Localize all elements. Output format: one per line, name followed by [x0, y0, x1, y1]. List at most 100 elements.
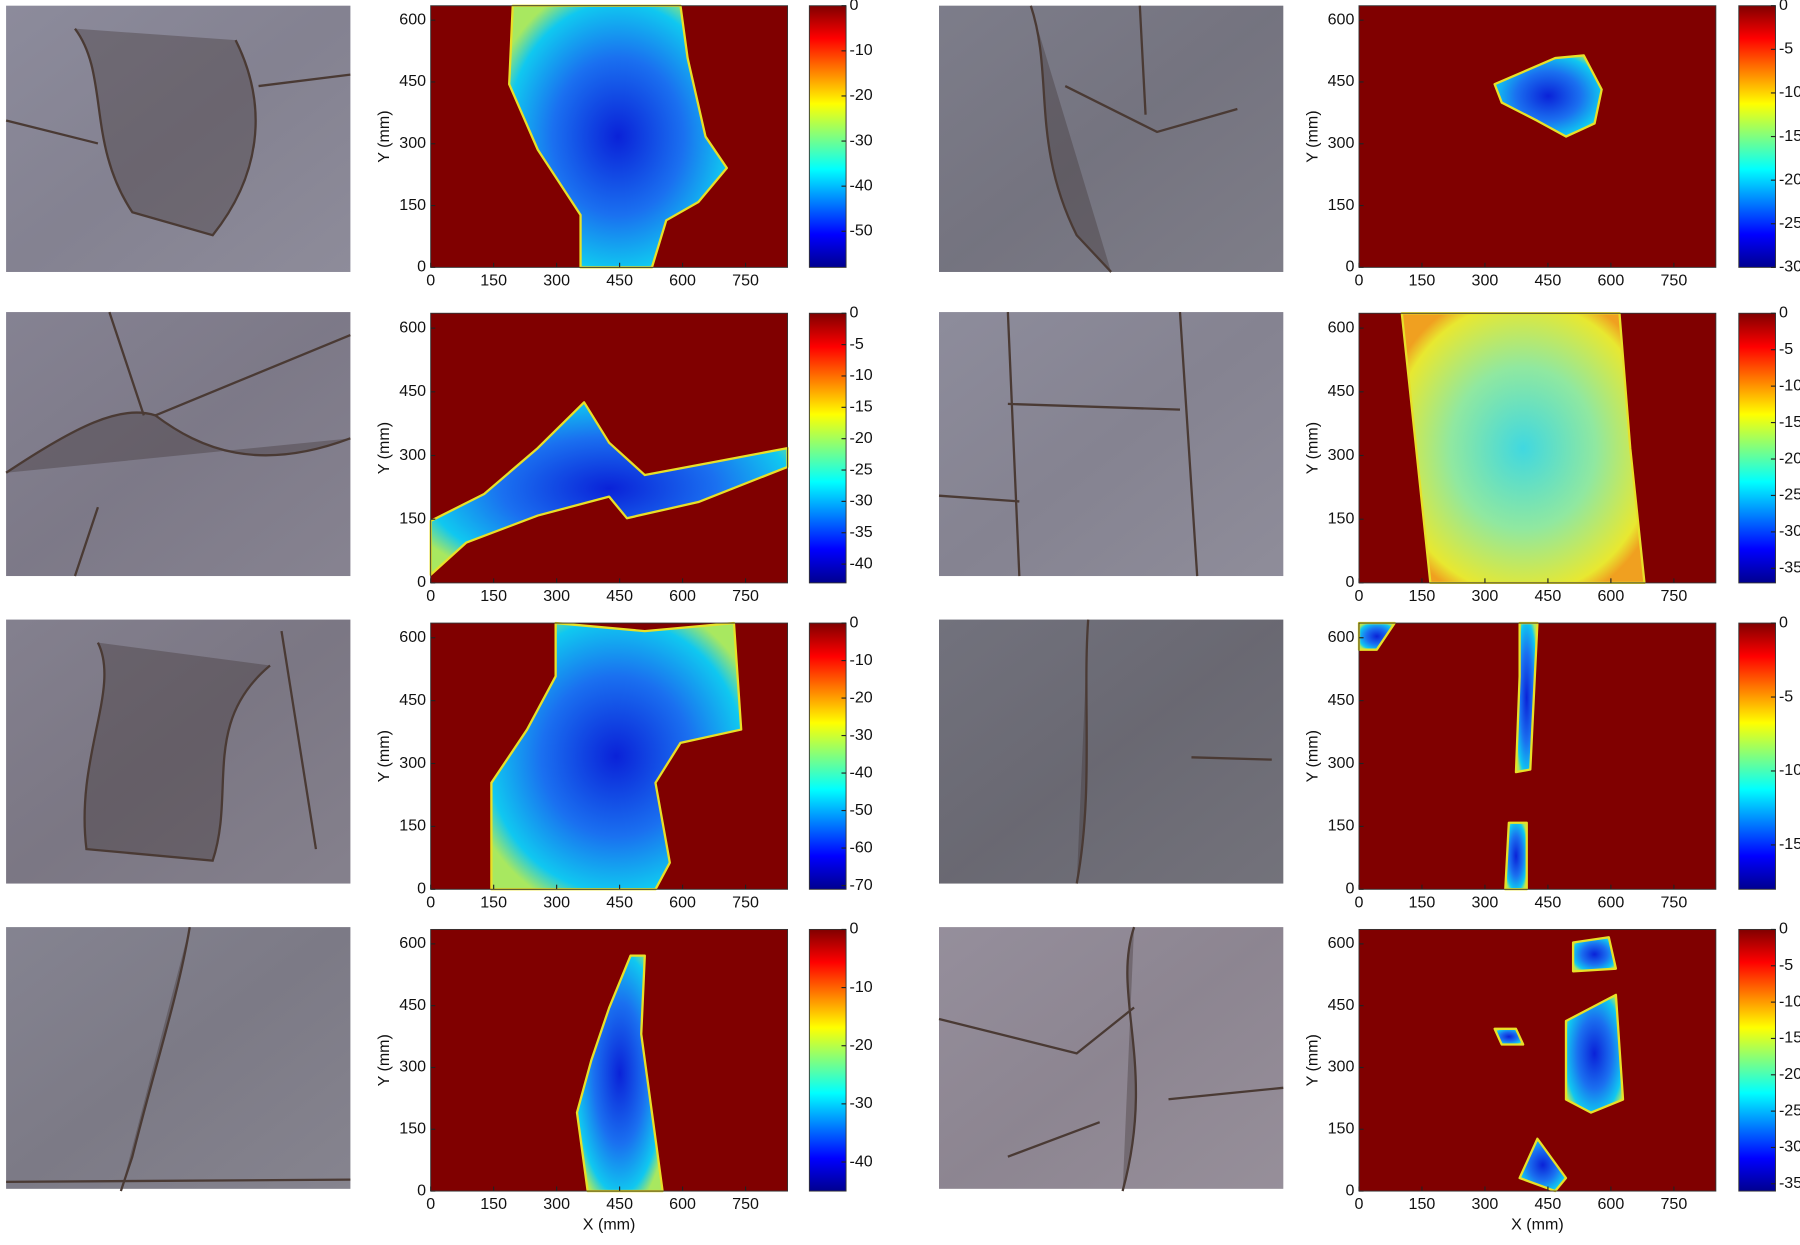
y-tick-label: 300 — [1328, 446, 1355, 464]
x-axis-label: X (mm) — [583, 1216, 636, 1234]
colorbar-tick-label: -30 — [1779, 258, 1800, 276]
x-tick-label: 750 — [1660, 1195, 1687, 1213]
y-tick-label: 600 — [1328, 628, 1355, 646]
colorbar-tick-label: -10 — [1779, 992, 1800, 1010]
y-tick-label: 0 — [1345, 1181, 1354, 1199]
colorbar-tick-label: -70 — [850, 876, 873, 894]
x-tick-label: 0 — [1355, 271, 1364, 289]
photo-texture — [939, 927, 1284, 1189]
crack — [1075, 619, 1090, 884]
x-tick-label: 0 — [426, 893, 435, 911]
axes-frame — [430, 928, 789, 1192]
colorbar-tick-label: -30 — [1779, 1138, 1800, 1156]
photo-texture — [939, 5, 1284, 272]
crack — [74, 27, 257, 237]
x-tick-label: 600 — [1597, 271, 1624, 289]
axes-frame — [1358, 5, 1717, 268]
y-axis-label: Y (mm) — [1303, 422, 1321, 474]
y-tick-label: 600 — [399, 934, 426, 952]
x-tick-label: 600 — [669, 587, 696, 605]
colorbar-tick-label: -15 — [1779, 413, 1800, 431]
y-tick-label: 450 — [399, 382, 426, 400]
y-tick-label: 300 — [399, 446, 426, 464]
photo-texture — [6, 619, 351, 884]
y-tick-label: 0 — [1345, 880, 1354, 898]
colorbar-tick-label: -50 — [850, 222, 873, 240]
colorbar-tick-label: 0 — [1779, 920, 1788, 938]
y-axis-label: Y (mm) — [375, 1034, 393, 1086]
x-tick-label: 600 — [669, 271, 696, 289]
x-axis-label: X (mm) — [1511, 1216, 1564, 1234]
colorbar-tick-label: -25 — [850, 460, 873, 478]
panel: 0 150 300 450 600 750 0 150 300 450 600 Y (mm) 0 -5 -1… — [5, 304, 873, 605]
y-tick-label: 0 — [417, 573, 426, 591]
colorbar-tick-label: -25 — [1779, 486, 1800, 504]
x-tick-label: 150 — [480, 1195, 507, 1213]
colorbar-tick-label: 0 — [1779, 0, 1788, 14]
x-tick-label: 450 — [1535, 587, 1562, 605]
depth-region — [508, 4, 728, 269]
y-tick-label: 150 — [399, 509, 426, 527]
y-tick-label: 450 — [399, 996, 426, 1014]
colorbar-tick-label: -10 — [1779, 761, 1800, 779]
colorbar-tick-label: -15 — [1779, 127, 1800, 145]
x-tick-label: 600 — [669, 893, 696, 911]
panel: 0 150 300 450 600 750 0 150 300 450 600 Y (mm) 0 -5 -1… — [938, 304, 1800, 605]
y-axis-label: Y (mm) — [375, 110, 393, 162]
crack — [1029, 5, 1112, 273]
colorbar-tick-label: -20 — [1779, 1065, 1800, 1083]
colorbar-tick-label: -5 — [1779, 956, 1793, 974]
x-tick-label: 750 — [1660, 893, 1687, 911]
photo-texture — [6, 312, 351, 577]
x-tick-label: 150 — [1409, 893, 1436, 911]
panel: 0 150 300 450 600 750 0 150 300 450 600 Y (mm) 0 -10 -… — [6, 613, 873, 911]
panel: 0 150 300 450 600 750 0 150 300 450 600 Y (mm) 0 -5 -1… — [939, 0, 1800, 289]
crack — [5, 73, 351, 145]
x-tick-label: 450 — [606, 587, 633, 605]
y-tick-label: 450 — [1328, 72, 1355, 90]
colorbar-tick-label: -20 — [1779, 170, 1800, 188]
colorbar-tick-label: -30 — [850, 131, 873, 149]
x-tick-label: 450 — [606, 271, 633, 289]
x-tick-label: 750 — [1660, 271, 1687, 289]
y-tick-label: 300 — [1328, 754, 1355, 772]
x-tick-label: 0 — [426, 271, 435, 289]
y-tick-label: 150 — [1328, 817, 1355, 835]
colorbar — [808, 312, 847, 584]
colorbar-tick-label: -40 — [850, 176, 873, 194]
colorbar-tick-label: 0 — [1779, 613, 1788, 631]
x-tick-label: 600 — [1597, 587, 1624, 605]
colorbar-tick-label: -35 — [850, 523, 873, 541]
colorbar-tick-label: -20 — [1779, 449, 1800, 467]
colorbar-tick-label: -10 — [850, 366, 873, 384]
colorbar — [1738, 622, 1776, 890]
y-axis-label: Y (mm) — [375, 422, 393, 474]
x-tick-label: 750 — [732, 271, 759, 289]
y-tick-label: 300 — [399, 134, 426, 152]
crack — [1006, 312, 1199, 577]
colorbar-tick-label: -30 — [1779, 522, 1800, 540]
y-tick-label: 0 — [417, 1181, 426, 1199]
colorbar — [808, 928, 847, 1192]
crack — [6, 1178, 351, 1184]
crack — [1121, 926, 1138, 1192]
photo-texture — [939, 312, 1284, 577]
colorbar-tick-label: -20 — [850, 688, 873, 706]
x-tick-label: 600 — [669, 1195, 696, 1213]
x-tick-label: 150 — [1409, 1195, 1436, 1213]
y-tick-label: 0 — [417, 258, 426, 276]
depth-region — [1504, 821, 1528, 891]
axes-frame — [1358, 622, 1717, 890]
colorbar-tick-label: -20 — [850, 1036, 873, 1054]
colorbar-tick-label: -40 — [850, 554, 873, 572]
y-axis-label: Y (mm) — [1303, 1034, 1321, 1086]
colorbar — [1738, 5, 1776, 268]
colorbar-tick-label: 0 — [850, 0, 859, 14]
x-tick-label: 300 — [543, 1195, 570, 1213]
x-tick-label: 150 — [1409, 587, 1436, 605]
y-tick-label: 600 — [399, 628, 426, 646]
x-tick-label: 450 — [1535, 271, 1562, 289]
crack — [280, 630, 318, 850]
y-tick-label: 600 — [399, 318, 426, 336]
